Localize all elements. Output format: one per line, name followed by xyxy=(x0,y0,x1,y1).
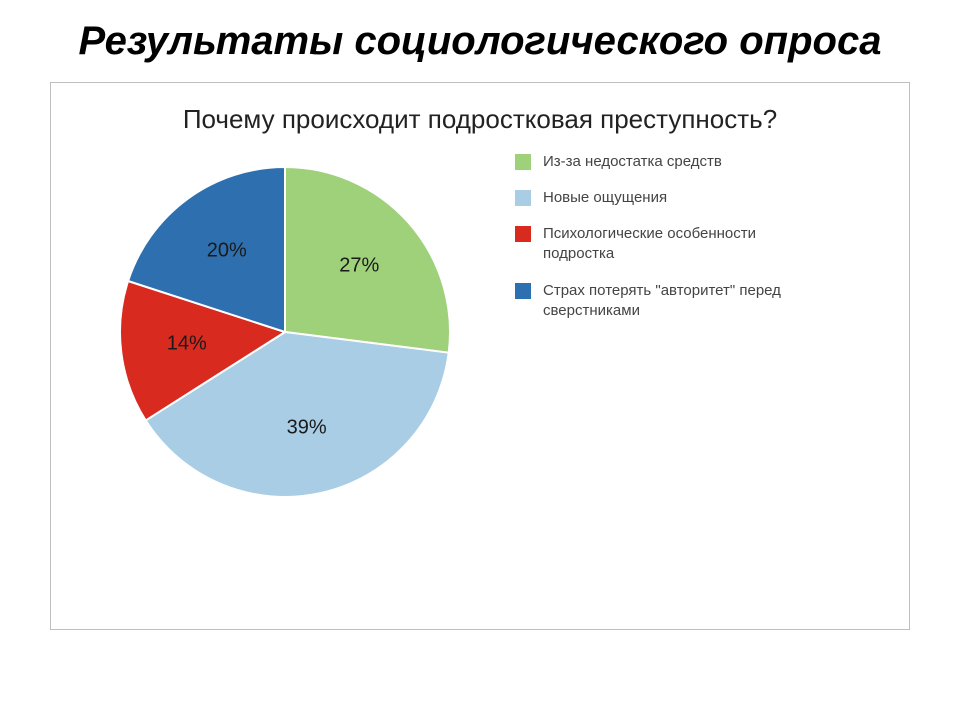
chart-title: Почему происходит подростковая преступно… xyxy=(107,103,854,136)
chart-container: Почему происходит подростковая преступно… xyxy=(50,82,910,630)
slice-percent-label: 20% xyxy=(207,240,247,263)
pie-chart: 27% 39% 14% 20% xyxy=(105,152,465,512)
legend-label: Новые ощущения xyxy=(543,188,667,208)
slice-percent-label: 27% xyxy=(339,255,379,278)
legend-label: Психологические особенности подростка xyxy=(543,224,815,265)
pie-svg xyxy=(105,152,465,512)
legend-swatch xyxy=(515,226,531,242)
legend-item: Новые ощущения xyxy=(515,188,815,208)
legend-item: Психологические особенности подростка xyxy=(515,224,815,265)
page-title: Результаты социологического опроса xyxy=(0,0,960,74)
slice-percent-label: 14% xyxy=(167,332,207,355)
legend-label: Из-за недостатка средств xyxy=(543,152,722,172)
legend-item: Страх потерять "авторитет" перед сверстн… xyxy=(515,281,815,322)
legend-item: Из-за недостатка средств xyxy=(515,152,815,172)
legend-label: Страх потерять "авторитет" перед сверстн… xyxy=(543,281,815,322)
legend-swatch xyxy=(515,154,531,170)
chart-body: 27% 39% 14% 20% Из-за недостатка средств Но… xyxy=(65,144,895,512)
legend-swatch xyxy=(515,190,531,206)
legend: Из-за недостатка средств Новые ощущения … xyxy=(515,152,815,338)
slice-percent-label: 39% xyxy=(287,417,327,440)
legend-swatch xyxy=(515,283,531,299)
